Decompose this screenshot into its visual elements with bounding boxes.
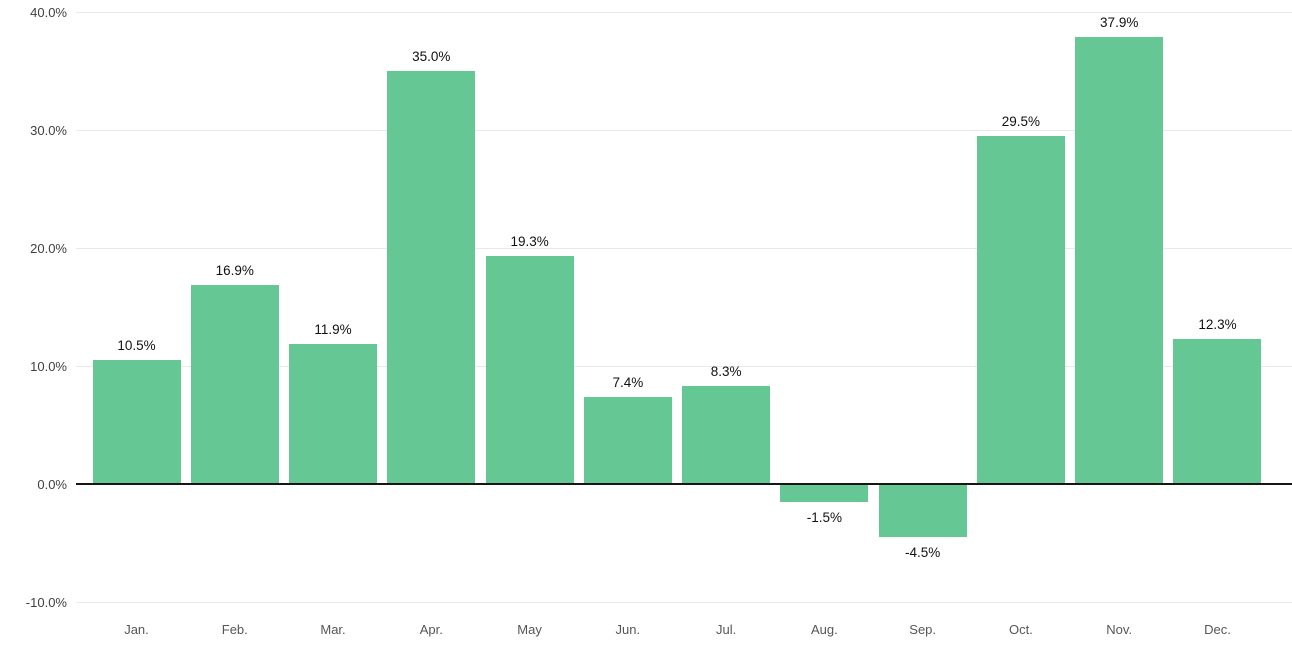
- bar-value-label: 16.9%: [215, 262, 254, 278]
- y-axis-tick-label: -10.0%: [25, 594, 67, 610]
- bar-sep: [878, 484, 967, 538]
- y-axis-tick-label: 30.0%: [30, 122, 67, 138]
- bar-mar: [289, 343, 378, 484]
- bar-dec: [1173, 338, 1262, 484]
- x-axis-tick-label: Jun.: [615, 622, 641, 637]
- y-axis-tick-label: 40.0%: [30, 4, 67, 20]
- bar-may: [485, 256, 574, 484]
- x-axis-tick-label: Jan.: [124, 622, 149, 637]
- bar-value-label: 7.4%: [612, 374, 644, 390]
- bar-jan: [92, 360, 181, 484]
- x-axis-tick-label: Mar.: [320, 622, 346, 637]
- y-axis-tick-label: 10.0%: [30, 358, 67, 374]
- y-axis-tick-label: 0.0%: [37, 476, 67, 492]
- gridline: [76, 129, 1292, 131]
- x-axis-tick-label: Apr.: [419, 622, 443, 637]
- bar-feb: [190, 284, 279, 484]
- y-axis-tick-label: 20.0%: [30, 240, 67, 256]
- bar-value-label: 11.9%: [314, 321, 352, 337]
- bar-jun: [583, 396, 672, 484]
- gridline: [76, 11, 1292, 13]
- bar-value-label: 35.0%: [412, 49, 451, 64]
- x-axis-tick-label: Dec.: [1204, 622, 1231, 637]
- x-axis-tick-label: Aug.: [811, 622, 838, 637]
- x-axis-tick-label: Sep.: [909, 622, 937, 637]
- bar-value-label: 19.3%: [510, 234, 549, 250]
- gridline: [76, 365, 1292, 367]
- bar-value-label: 29.5%: [1001, 113, 1041, 129]
- gridline: [76, 247, 1292, 249]
- zero-axis-line: [76, 483, 1292, 485]
- bar-aug: [780, 484, 869, 502]
- bar-value-label: 10.5%: [117, 338, 156, 354]
- bar-jul: [682, 386, 771, 484]
- bar-apr: [387, 71, 476, 484]
- x-axis-tick-label: Oct.: [1009, 622, 1033, 637]
- x-axis-tick-label: Nov.: [1106, 622, 1133, 637]
- bar-value-label: 8.3%: [710, 364, 742, 380]
- x-axis-tick-label: Feb.: [221, 622, 248, 637]
- bar-value-label: 37.9%: [1100, 14, 1139, 30]
- bar-nov: [1075, 36, 1164, 484]
- bar-value-label: 12.3%: [1198, 316, 1237, 332]
- x-axis-tick-label: Jul.: [715, 622, 737, 637]
- bar-value-label: -1.5%: [806, 509, 843, 525]
- x-axis-tick-label: May: [517, 622, 542, 637]
- gridline: [76, 601, 1292, 603]
- bar-value-label: -4.5%: [905, 545, 941, 561]
- bar-oct: [976, 135, 1065, 484]
